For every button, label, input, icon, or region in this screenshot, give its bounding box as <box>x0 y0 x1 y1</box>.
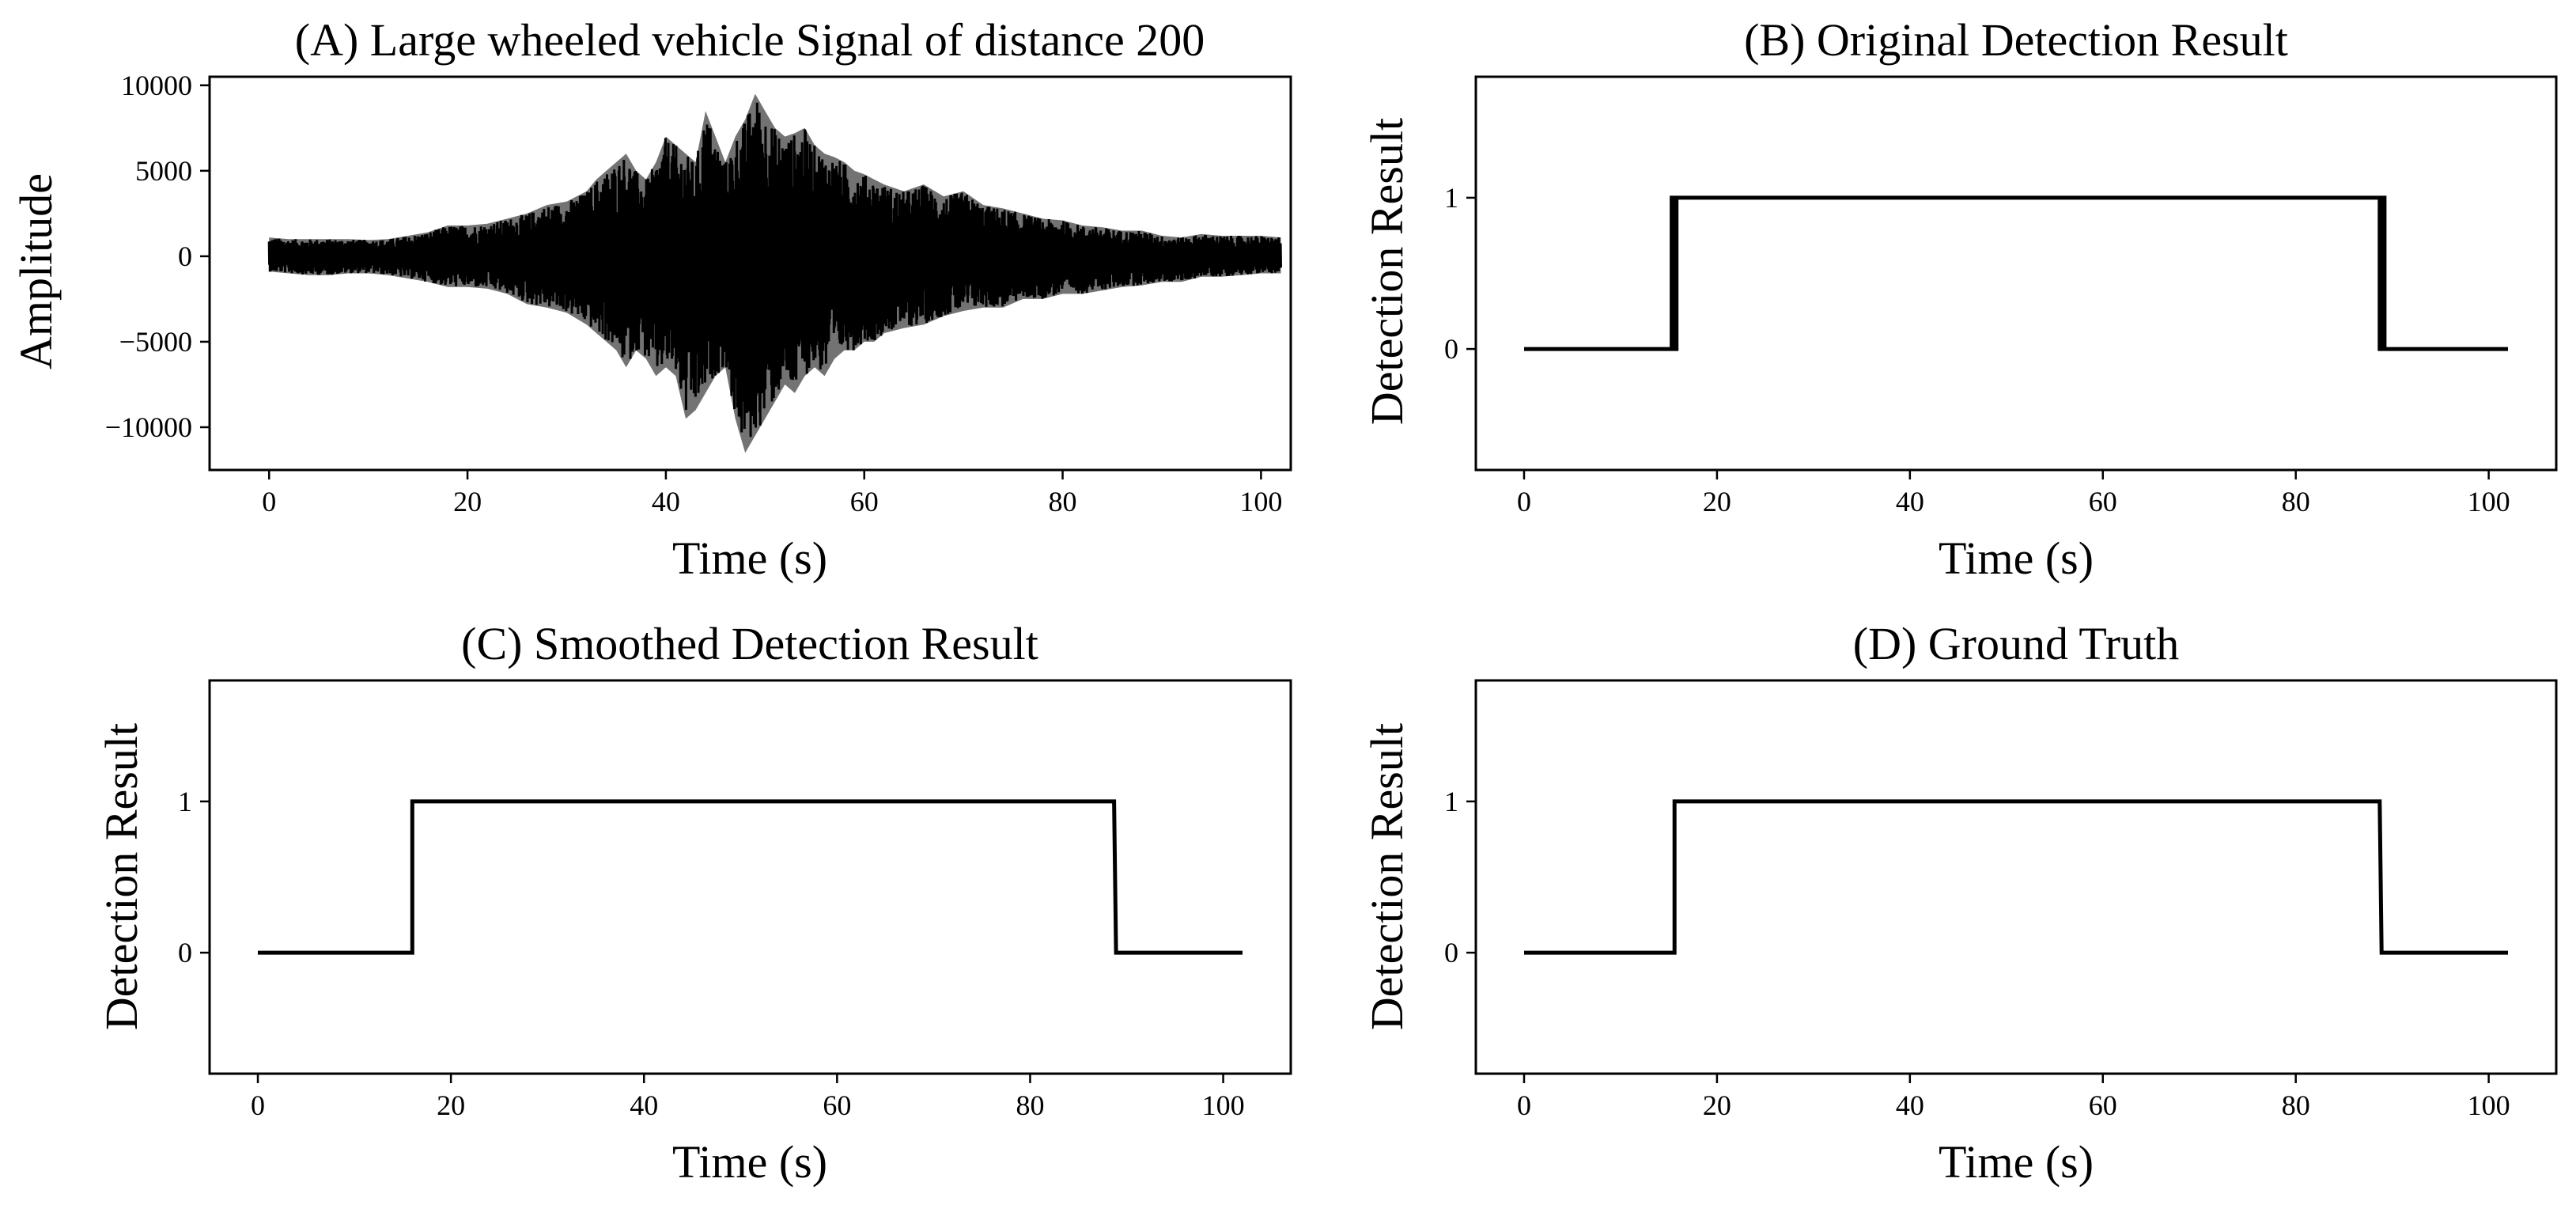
y-axis-label: Detection Result <box>96 723 147 1030</box>
detection-line <box>1524 195 2508 351</box>
y-tick-label: 0 <box>178 241 192 272</box>
signal-envelope <box>269 93 1281 453</box>
y-tick-label: 0 <box>178 937 192 968</box>
x-tick-label: 40 <box>1896 486 1924 517</box>
detection-line <box>1524 799 2508 955</box>
detection-line <box>258 799 1243 955</box>
axes-frame <box>1474 75 2558 472</box>
x-tick-label: 0 <box>251 1089 265 1121</box>
x-tick-label: 0 <box>262 486 276 517</box>
x-tick-label: 20 <box>453 486 482 517</box>
y-tick-label: 1 <box>1444 182 1458 214</box>
x-tick-label: 80 <box>2282 486 2310 517</box>
x-tick-label: 0 <box>1517 486 1531 517</box>
x-axis-label: Time (s) <box>1939 532 2094 584</box>
x-tick-label: 60 <box>2089 486 2117 517</box>
x-tick-label: 80 <box>2282 1089 2310 1121</box>
x-tick-label: 100 <box>2468 486 2510 517</box>
x-tick-label: 60 <box>850 486 879 517</box>
panel-d: (D) Ground Truth Time (s) Detection Resu… <box>1361 618 2558 1188</box>
y-axis-label: Amplitude <box>10 173 62 369</box>
y-tick-label: −10000 <box>105 411 192 443</box>
plot-area <box>258 799 1243 955</box>
x-tick-label: 40 <box>652 486 680 517</box>
x-tick-label: 60 <box>823 1089 851 1121</box>
y-tick-label: 5000 <box>135 155 192 187</box>
x-tick-label: 100 <box>1239 486 1282 517</box>
x-axis-label: Time (s) <box>672 532 827 584</box>
x-tick-label: 20 <box>1703 1089 1731 1121</box>
x-tick-label: 0 <box>1517 1089 1531 1121</box>
panel-b: (B) Original Detection Result Time (s) D… <box>1361 14 2558 584</box>
x-tick-label: 40 <box>630 1089 658 1121</box>
x-tick-label: 20 <box>1703 486 1731 517</box>
y-tick-label: 10000 <box>121 70 192 101</box>
chart-title: (D) Ground Truth <box>1853 618 2180 669</box>
y-tick-label: 1 <box>178 786 192 817</box>
y-tick-label: 0 <box>1444 937 1458 968</box>
x-axis-label: Time (s) <box>672 1136 827 1188</box>
axes-frame <box>1474 679 2558 1075</box>
axes-frame <box>208 75 1292 472</box>
chart-title: (B) Original Detection Result <box>1744 14 2288 66</box>
x-tick-label: 80 <box>1049 486 1077 517</box>
y-tick-label: −5000 <box>119 326 192 358</box>
plot-area <box>1524 195 2508 351</box>
x-tick-label: 100 <box>2468 1089 2510 1121</box>
x-tick-label: 100 <box>1202 1089 1245 1121</box>
panel-a: (A) Large wheeled vehicle Signal of dist… <box>10 14 1292 584</box>
chart-title: (C) Smoothed Detection Result <box>461 618 1038 669</box>
chart-title: (A) Large wheeled vehicle Signal of dist… <box>295 14 1205 66</box>
axes-frame <box>208 679 1292 1075</box>
x-tick-label: 60 <box>2089 1089 2117 1121</box>
y-axis-label: Detection Result <box>1361 723 1413 1030</box>
y-tick-label: 1 <box>1444 786 1458 817</box>
plot-area <box>267 93 1282 453</box>
panel-c: (C) Smoothed Detection Result Time (s) D… <box>96 618 1292 1188</box>
x-axis-label: Time (s) <box>1939 1136 2094 1188</box>
plot-area <box>1524 799 2508 955</box>
x-tick-label: 20 <box>437 1089 465 1121</box>
x-tick-label: 40 <box>1896 1089 1924 1121</box>
x-tick-label: 80 <box>1016 1089 1044 1121</box>
y-axis-label: Detection Result <box>1361 118 1413 425</box>
y-tick-label: 0 <box>1444 333 1458 365</box>
